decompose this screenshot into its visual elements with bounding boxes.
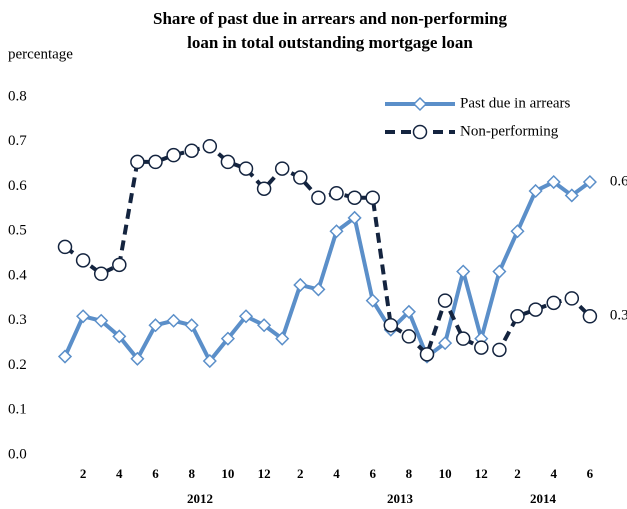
point-marker — [528, 183, 543, 199]
point-marker — [347, 210, 362, 225]
chart-title: loan in total outstanding mortgage loan — [187, 33, 473, 52]
point-marker — [94, 313, 109, 328]
point-marker — [256, 181, 272, 196]
x-group-label: 2014 — [530, 491, 557, 506]
point-marker — [57, 349, 73, 364]
point-marker — [329, 224, 344, 239]
x-tick-label: 6 — [369, 466, 376, 481]
point-marker — [456, 264, 471, 279]
point-marker — [401, 304, 416, 319]
point-marker — [148, 154, 163, 170]
legend-label: Past due in arrears — [460, 95, 571, 111]
point-marker — [112, 329, 127, 344]
point-marker — [148, 318, 163, 333]
point-marker — [347, 190, 362, 205]
point-marker — [293, 277, 308, 293]
y-tick-label: 0.1 — [8, 402, 27, 418]
point-marker — [564, 291, 580, 306]
point-marker — [564, 188, 579, 203]
point-marker — [220, 154, 236, 170]
point-marker — [383, 317, 399, 333]
point-marker — [93, 266, 109, 282]
x-tick-label: 2 — [80, 466, 87, 481]
point-marker — [257, 318, 272, 333]
x-tick-label: 4 — [116, 466, 123, 481]
x-tick-label: 6 — [587, 466, 594, 481]
x-tick-label: 12 — [475, 466, 488, 481]
point-marker — [57, 239, 73, 255]
point-marker — [202, 353, 217, 369]
legend-marker — [412, 124, 428, 140]
point-marker — [582, 174, 597, 190]
point-marker — [365, 293, 380, 308]
y-tick-label: 0.8 — [8, 88, 27, 104]
point-marker — [130, 351, 145, 366]
end-label: 0.3 — [610, 308, 627, 324]
point-marker — [510, 309, 525, 324]
series-line — [63, 180, 592, 364]
point-marker — [365, 190, 380, 205]
y-tick-label: 0.7 — [8, 133, 27, 149]
series-line — [63, 144, 592, 357]
x-tick-label: 8 — [406, 466, 413, 481]
x-tick-label: 12 — [258, 466, 271, 481]
end-label: 0.6 — [610, 173, 627, 189]
point-marker — [437, 293, 453, 308]
x-tick-label: 10 — [439, 466, 452, 481]
point-marker — [238, 309, 254, 324]
point-marker — [184, 143, 199, 158]
point-marker — [275, 331, 290, 346]
point-marker — [528, 302, 543, 317]
point-marker — [311, 190, 326, 205]
y-tick-label: 0.6 — [8, 178, 27, 194]
point-marker — [166, 147, 181, 163]
x-group-label: 2013 — [387, 491, 414, 506]
point-marker — [130, 154, 145, 170]
x-tick-label: 10 — [221, 466, 234, 481]
legend-marker — [412, 96, 428, 112]
point-marker — [401, 329, 417, 344]
x-tick-label: 2 — [297, 466, 304, 481]
y-tick-label: 0.5 — [8, 223, 27, 239]
point-marker — [238, 161, 254, 176]
x-group-label: 2012 — [187, 491, 213, 506]
y-tick-label: 0.4 — [8, 267, 27, 283]
point-marker — [546, 174, 561, 190]
x-tick-label: 4 — [550, 466, 557, 481]
point-marker — [184, 318, 199, 333]
y-tick-label: 0.3 — [8, 312, 27, 328]
x-tick-label: 8 — [188, 466, 195, 481]
point-marker — [274, 161, 290, 176]
chart-title: Share of past due in arrears and non-per… — [153, 9, 508, 28]
point-marker — [329, 185, 344, 201]
point-marker — [202, 138, 218, 154]
point-marker — [492, 342, 507, 358]
point-marker — [166, 313, 181, 328]
x-tick-label: 6 — [152, 466, 159, 481]
point-marker — [582, 309, 598, 324]
point-marker — [492, 264, 507, 279]
point-marker — [220, 331, 235, 346]
x-tick-label: 2 — [514, 466, 521, 481]
point-marker — [438, 336, 453, 351]
y-axis-label: percentage — [8, 46, 73, 62]
point-marker — [293, 170, 308, 185]
point-marker — [75, 253, 91, 268]
point-marker — [455, 331, 471, 346]
x-tick-label: 4 — [333, 466, 340, 481]
point-marker — [474, 340, 489, 355]
point-marker — [112, 257, 127, 273]
point-marker — [311, 282, 326, 297]
legend-label: Non-performing — [460, 123, 559, 139]
point-marker — [546, 295, 561, 311]
y-tick-label: 0.0 — [8, 446, 27, 462]
point-marker — [76, 309, 91, 324]
point-marker — [510, 224, 525, 239]
point-marker — [419, 347, 435, 362]
y-tick-label: 0.2 — [8, 357, 27, 373]
